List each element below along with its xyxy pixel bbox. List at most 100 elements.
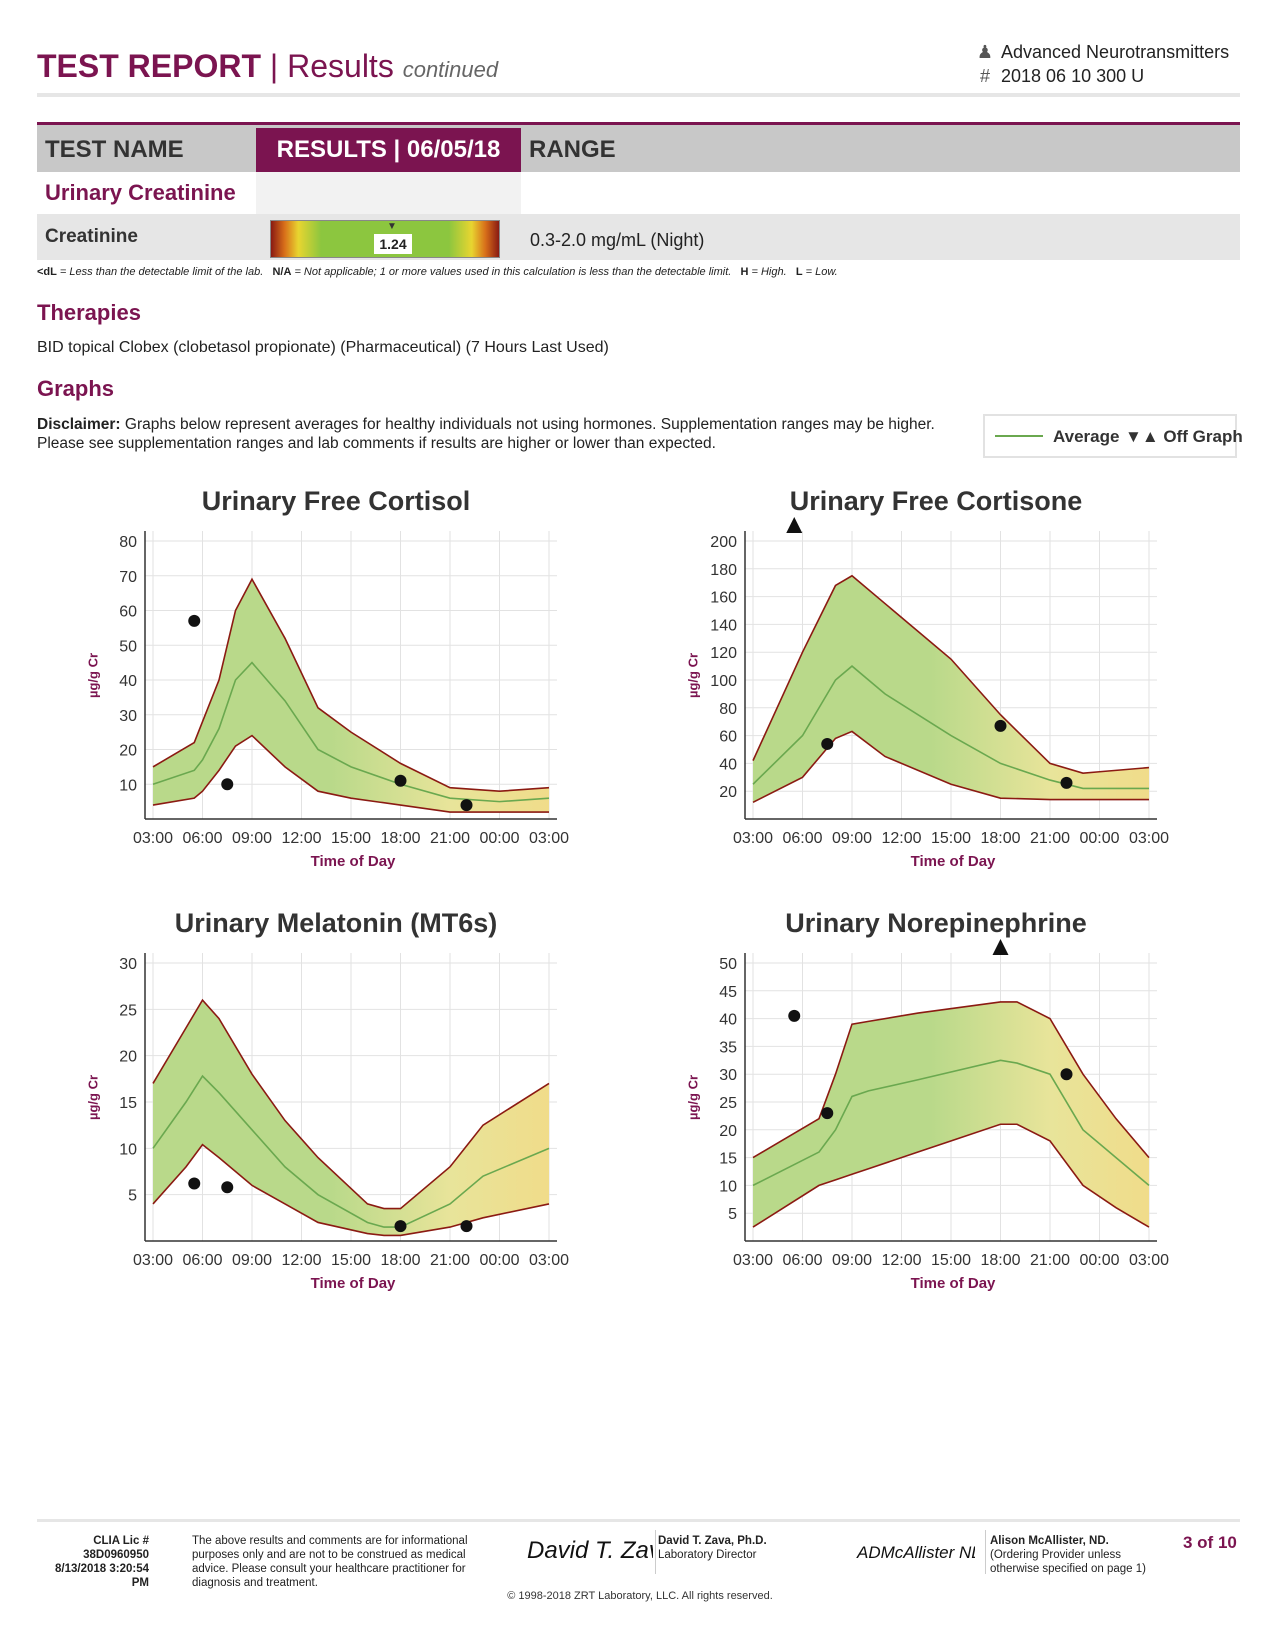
section-name: Urinary Creatinine xyxy=(45,180,236,205)
y-tick-label: 20 xyxy=(719,1123,737,1140)
result-point xyxy=(994,719,1007,732)
legend-average: Average xyxy=(1053,427,1120,446)
provider-signature: ADMcAllister ND xyxy=(856,1543,975,1562)
col-test-name: TEST NAME xyxy=(45,136,184,163)
off-graph-icon: ▼▲ xyxy=(1125,427,1159,446)
y-tick-label: 60 xyxy=(119,604,137,621)
table-header: TEST NAME RESULTS | 06/05/18 RANGE xyxy=(37,122,1240,172)
off-graph-marker xyxy=(992,939,1009,955)
average-line xyxy=(752,1059,1150,1187)
band-upper-line xyxy=(752,574,1150,774)
section-results-cell xyxy=(256,172,521,214)
band-lower-line xyxy=(152,734,549,813)
director-info: David T. Zava, Ph.D. Laboratory Director xyxy=(658,1534,767,1562)
xlabel-norepinephrine: Time of Day xyxy=(910,1275,996,1292)
x-tick-label: 06:00 xyxy=(182,830,222,847)
test-name: Creatinine xyxy=(45,226,138,247)
y-tick-label: 100 xyxy=(710,673,737,690)
x-tick-label: 18:00 xyxy=(380,1252,420,1269)
x-tick-label: 03:00 xyxy=(1129,1252,1169,1269)
y-tick-label: 5 xyxy=(728,1206,737,1223)
result-point xyxy=(394,774,407,787)
y-tick-label: 70 xyxy=(119,569,137,586)
result-point xyxy=(394,1220,407,1233)
y-tick-label: 40 xyxy=(719,756,737,773)
result-point xyxy=(460,1220,473,1233)
average-line-swatch xyxy=(995,435,1043,437)
chart-title-cortisol: Urinary Free Cortisol xyxy=(201,486,471,516)
y-tick-label: 140 xyxy=(710,617,737,634)
y-tick-label: 30 xyxy=(119,956,137,973)
copyright: © 1998-2018 ZRT Laboratory, LLC. All rig… xyxy=(507,1590,773,1602)
y-tick-label: 60 xyxy=(719,729,737,746)
report-timestamp: 8/13/2018 3:20:54 PM xyxy=(55,1563,149,1589)
off-graph-marker xyxy=(786,517,803,533)
title-bold: TEST REPORT xyxy=(37,48,262,84)
x-tick-label: 12:00 xyxy=(281,830,321,847)
x-tick-label: 03:00 xyxy=(733,830,773,847)
legend-off-graph: ▼▲ Off Graph xyxy=(1125,427,1243,447)
y-tick-label: 15 xyxy=(719,1151,737,1168)
user-icon: ♟ xyxy=(976,42,994,62)
title-results: Results xyxy=(287,48,394,84)
x-tick-label: 18:00 xyxy=(980,830,1020,847)
director-name: David T. Zava, Ph.D. xyxy=(658,1535,767,1547)
provider-info: Alison McAllister, ND. (Ordering Provide… xyxy=(990,1534,1146,1576)
signature2-text: ADMcAllister ND xyxy=(856,1543,975,1562)
y-tick-label: 45 xyxy=(719,984,737,1001)
x-tick-label: 21:00 xyxy=(430,1252,470,1269)
signature1-text: David T. Zava xyxy=(527,1537,653,1564)
y-tick-label: 25 xyxy=(119,1002,137,1019)
normal-range-band xyxy=(753,1001,1149,1228)
abbr-dl: <dL xyxy=(37,266,57,278)
x-tick-label: 06:00 xyxy=(182,1252,222,1269)
col-range: RANGE xyxy=(529,136,616,163)
y-tick-label: 40 xyxy=(719,1012,737,1029)
x-tick-label: 09:00 xyxy=(832,830,872,847)
result-point xyxy=(821,737,834,750)
y-tick-label: 35 xyxy=(719,1039,737,1056)
table-row: Creatinine ▼ 1.24 0.3-2.0 mg/mL (Night) xyxy=(37,214,1240,260)
abbr-na: N/A xyxy=(272,266,292,278)
average-line xyxy=(752,665,1149,790)
therapies-heading: Therapies xyxy=(37,300,141,325)
ylabel-cortisol: µg/g Cr xyxy=(85,652,101,699)
ylabel-cortisone: µg/g Cr xyxy=(685,652,701,699)
band-lower-line xyxy=(752,730,1149,804)
x-tick-label: 03:00 xyxy=(133,1252,173,1269)
y-tick-label: 40 xyxy=(119,673,137,690)
y-tick-label: 80 xyxy=(719,701,737,718)
x-tick-label: 21:00 xyxy=(1030,830,1070,847)
clia-license: CLIA Lic # 38D0960950 xyxy=(83,1535,149,1561)
abbr-dl-desc: = Less than the detectable limit of the … xyxy=(56,266,264,278)
average-line xyxy=(152,661,550,803)
xlabel-melatonin: Time of Day xyxy=(310,1275,396,1292)
normal-range-band xyxy=(153,579,549,813)
footer-disclaimer: The above results and comments are for i… xyxy=(192,1535,468,1589)
footer-divider xyxy=(37,1519,1240,1522)
band-lower-line xyxy=(152,1143,550,1237)
average-line xyxy=(152,1074,550,1228)
y-tick-label: 10 xyxy=(719,1178,737,1195)
x-tick-label: 03:00 xyxy=(529,830,569,847)
clia-info: CLIA Lic # 38D0960950 8/13/2018 3:20:54 … xyxy=(37,1534,149,1590)
graph-legend: Average ▼▲ Off Graph xyxy=(983,414,1243,458)
report-meta: ♟ Advanced Neurotransmitters #2018 06 10 … xyxy=(975,40,1229,88)
result-point xyxy=(1060,1068,1073,1081)
y-tick-label: 30 xyxy=(119,708,137,725)
graphs-disclaimer: Disclaimer: Graphs below represent avera… xyxy=(37,415,957,453)
y-tick-label: 80 xyxy=(119,534,137,551)
header-divider xyxy=(37,93,1240,97)
y-tick-label: 20 xyxy=(119,743,137,760)
abbr-h-desc: = High. xyxy=(748,266,787,278)
result-point xyxy=(188,614,201,627)
x-tick-label: 15:00 xyxy=(931,830,971,847)
x-tick-label: 09:00 xyxy=(232,1252,272,1269)
y-tick-label: 25 xyxy=(719,1095,737,1112)
x-tick-label: 21:00 xyxy=(430,830,470,847)
y-tick-label: 50 xyxy=(719,956,737,973)
disclaimer-text: Graphs below represent averages for heal… xyxy=(37,416,935,452)
x-tick-label: 12:00 xyxy=(281,1252,321,1269)
test-panel-name: Advanced Neurotransmitters xyxy=(1001,42,1230,62)
xlabel-cortisone: Time of Day xyxy=(910,853,996,870)
